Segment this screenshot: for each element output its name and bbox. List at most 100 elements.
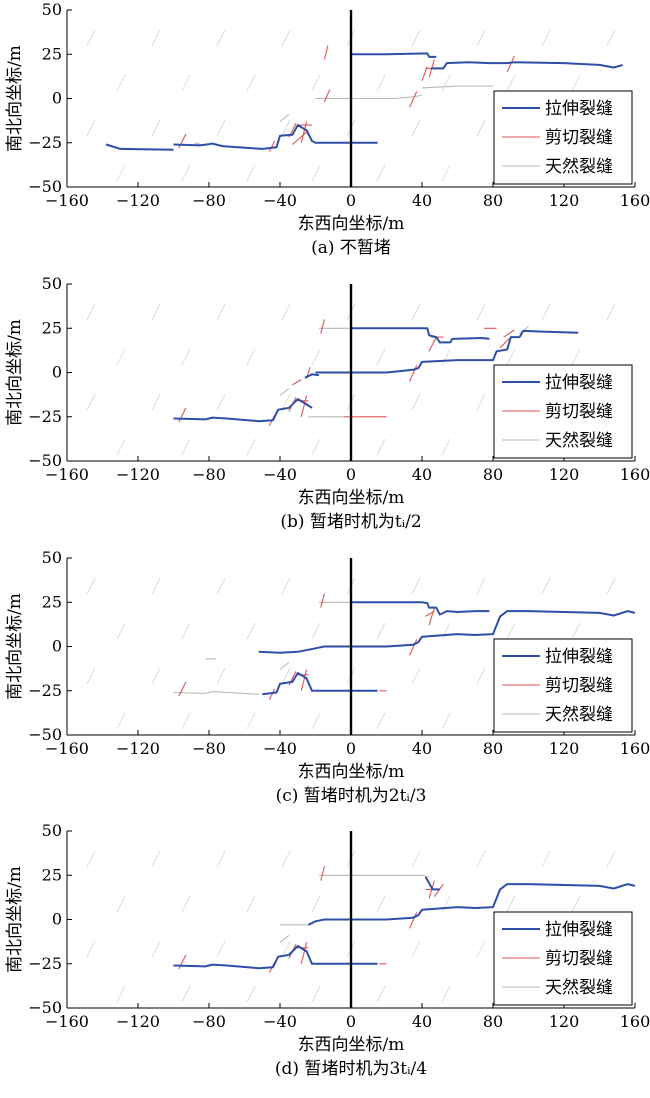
background-fracture-field bbox=[86, 303, 616, 456]
x-tick-label: 160 bbox=[620, 191, 650, 210]
legend-label: 拉伸裂缝 bbox=[545, 647, 613, 667]
background-fracture-dash bbox=[246, 985, 256, 1003]
shear-fracture-line bbox=[409, 639, 418, 656]
background-fracture-dash bbox=[411, 393, 421, 411]
natural-fracture-line bbox=[279, 934, 290, 943]
tension-fracture-line bbox=[351, 52, 437, 58]
chart-panel-4: −160 −120 −80 −40 0 40 80 120 160 −50 −25 0 25 50 东西向坐… bbox=[5, 821, 650, 1079]
y-axis-label: 南北向坐标/m bbox=[5, 319, 25, 426]
background-fracture-dash bbox=[151, 303, 161, 321]
x-tick-label: −40 bbox=[263, 739, 297, 758]
legend-label: 天然裂缝 bbox=[545, 705, 613, 725]
fracture-series-group bbox=[173, 593, 635, 700]
background-fracture-dash bbox=[376, 74, 386, 92]
background-fracture-dash bbox=[411, 29, 421, 47]
shear-fracture-line bbox=[409, 912, 418, 929]
x-axis-label: 东西向坐标/m bbox=[298, 762, 405, 782]
background-fracture-dash bbox=[441, 348, 451, 366]
background-fracture-dash bbox=[411, 303, 421, 321]
legend-label: 天然裂缝 bbox=[545, 431, 613, 451]
background-fracture-dash bbox=[311, 985, 321, 1003]
background-fracture-dash bbox=[216, 940, 226, 958]
background-fracture-dash bbox=[441, 164, 451, 182]
background-fracture-dash bbox=[541, 577, 551, 595]
background-fracture-dash bbox=[606, 303, 616, 321]
y-tick-label: 50 bbox=[42, 821, 62, 840]
background-fracture-dash bbox=[181, 348, 191, 366]
background-fracture-dash bbox=[86, 577, 96, 595]
shear-fracture-line bbox=[409, 365, 418, 382]
panel-caption: (a) 不暂堵 bbox=[311, 238, 391, 258]
background-fracture-dash bbox=[86, 667, 96, 685]
tension-fracture-line bbox=[173, 945, 378, 970]
fracture-series-group bbox=[173, 319, 579, 426]
background-fracture-dash bbox=[281, 850, 291, 868]
background-fracture-dash bbox=[637, 896, 645, 912]
x-tick-label: −120 bbox=[116, 465, 160, 484]
x-tick-label: −120 bbox=[116, 739, 160, 758]
background-fracture-dash bbox=[441, 985, 451, 1003]
shear-fracture-line bbox=[320, 866, 325, 881]
background-fracture-dash bbox=[116, 895, 126, 913]
shear-fracture-line bbox=[300, 395, 308, 417]
background-fracture-dash bbox=[246, 895, 256, 913]
background-fracture-dash bbox=[216, 393, 226, 411]
background-fracture-dash bbox=[571, 895, 581, 913]
background-fracture-dash bbox=[411, 940, 421, 958]
background-fracture-dash bbox=[476, 29, 486, 47]
x-tick-label: 80 bbox=[483, 465, 503, 484]
y-tick-label: 0 bbox=[52, 363, 62, 382]
chart-panel-1: −160 −120 −80 −40 0 40 80 120 160 −50 −25 0 25 50 东西向坐… bbox=[5, 0, 650, 258]
background-fracture-dash bbox=[637, 713, 645, 729]
background-fracture-dash bbox=[246, 622, 256, 640]
y-tick-label: 50 bbox=[42, 274, 62, 293]
background-fracture-dash bbox=[86, 119, 96, 137]
background-fracture-dash bbox=[441, 438, 451, 456]
y-tick-label: 0 bbox=[52, 89, 62, 108]
x-tick-label: −160 bbox=[45, 465, 89, 484]
x-tick-label: −160 bbox=[45, 739, 89, 758]
background-fracture-dash bbox=[571, 74, 581, 92]
background-fracture-dash bbox=[476, 940, 486, 958]
panel-caption: (d) 暂堵时机为3tᵢ/4 bbox=[275, 1059, 427, 1079]
natural-fracture-line bbox=[279, 113, 290, 122]
background-fracture-dash bbox=[411, 577, 421, 595]
y-tick-label: −25 bbox=[28, 133, 62, 152]
background-fracture-dash bbox=[506, 74, 516, 92]
x-tick-label: 120 bbox=[549, 739, 580, 758]
x-tick-label: 80 bbox=[483, 739, 503, 758]
x-tick-label: −80 bbox=[192, 465, 226, 484]
background-fracture-dash bbox=[476, 850, 486, 868]
y-axis-label: 南北向坐标/m bbox=[5, 593, 25, 700]
background-fracture-dash bbox=[281, 577, 291, 595]
y-tick-label: 25 bbox=[42, 44, 62, 63]
y-tick-label: −50 bbox=[28, 177, 62, 196]
background-fracture-dash bbox=[571, 348, 581, 366]
background-fracture-dash bbox=[637, 623, 645, 639]
background-fracture-dash bbox=[311, 164, 321, 182]
shear-fracture-line bbox=[323, 45, 329, 60]
y-tick-label: −25 bbox=[28, 954, 62, 973]
legend-label: 拉伸裂缝 bbox=[545, 373, 613, 393]
y-tick-label: −25 bbox=[28, 681, 62, 700]
chart-panel-2: −160 −120 −80 −40 0 40 80 120 160 −50 −25 0 25 50 东西向坐… bbox=[5, 274, 650, 532]
background-fracture-dash bbox=[246, 74, 256, 92]
tension-fracture-line bbox=[351, 601, 490, 616]
x-tick-label: −80 bbox=[192, 191, 226, 210]
background-fracture-dash bbox=[86, 850, 96, 868]
background-fracture-dash bbox=[311, 622, 321, 640]
background-fracture-dash bbox=[216, 29, 226, 47]
background-fracture-dash bbox=[311, 438, 321, 456]
background-fracture-dash bbox=[376, 712, 386, 730]
background-fracture-dash bbox=[181, 985, 191, 1003]
background-fracture-dash bbox=[151, 667, 161, 685]
x-tick-label: 160 bbox=[620, 739, 650, 758]
background-fracture-dash bbox=[116, 712, 126, 730]
shear-fracture-line bbox=[320, 593, 325, 608]
natural-fracture-line bbox=[173, 691, 259, 695]
x-tick-label: 120 bbox=[549, 1012, 580, 1031]
background-fracture-dash bbox=[571, 622, 581, 640]
panel-caption: (c) 暂堵时机为2tᵢ/3 bbox=[276, 786, 427, 806]
background-fracture-dash bbox=[411, 667, 421, 685]
